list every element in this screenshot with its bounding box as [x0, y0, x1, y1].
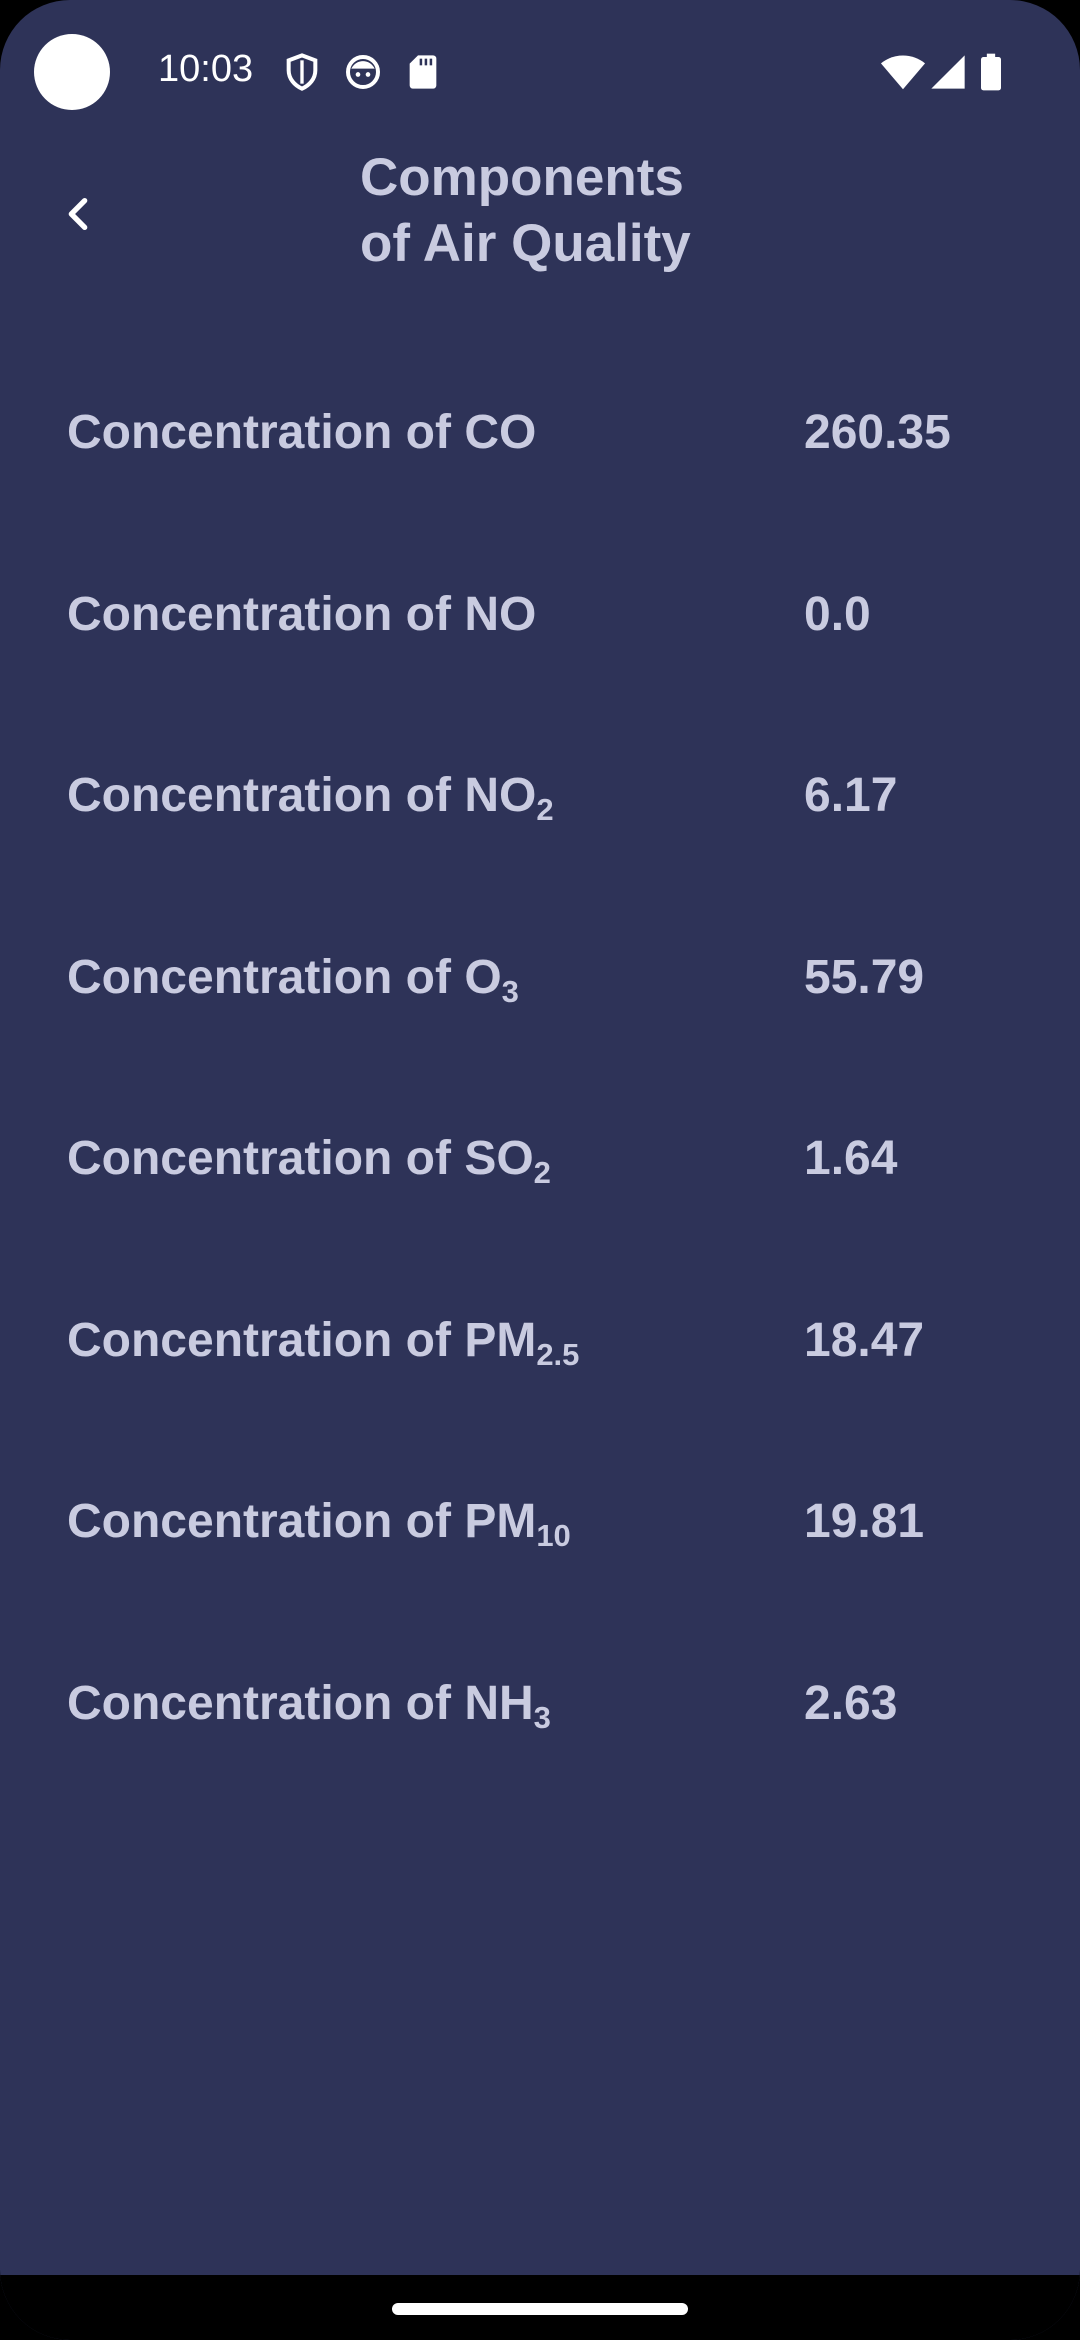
list-item-pm10: Concentration of PM10 19.81 [0, 1434, 1080, 1616]
component-value: 19.81 [804, 1495, 925, 1548]
component-value: 18.47 [804, 1313, 925, 1367]
component-value: 2.63 [804, 1676, 898, 1730]
list-item-no2: Concentration of NO2 6.17 [0, 708, 1080, 890]
home-gesture-handle[interactable] [392, 2303, 688, 2315]
list-item-pm2-5: Concentration of PM2.5 18.47 [0, 1253, 1080, 1435]
component-label: Concentration of NH3 [67, 1676, 551, 1735]
signal-icon [928, 52, 968, 92]
component-label: Concentration of PM10 [67, 1495, 571, 1553]
list-item-nh3: Concentration of NH3 2.63 [0, 1616, 1080, 1798]
status-bar: 10:03 [0, 0, 1080, 140]
list-item-o3: Concentration of O3 55.79 [0, 890, 1080, 1072]
component-label: Concentration of NO2 [67, 769, 554, 827]
component-value: 0.0 [804, 587, 871, 641]
camera-cutout [34, 34, 110, 110]
back-button[interactable] [44, 180, 112, 248]
sd-card-icon [403, 52, 443, 92]
page-title: Components of Air Quality [360, 145, 780, 277]
component-label: Concentration of SO2 [67, 1132, 551, 1190]
component-label: Concentration of CO [67, 406, 537, 459]
component-label: Concentration of PM2.5 [67, 1313, 580, 1372]
battery-icon [976, 52, 1006, 92]
component-value: 55.79 [804, 950, 925, 1004]
component-value: 1.64 [804, 1132, 898, 1185]
component-value: 260.35 [804, 406, 951, 459]
page-title-line-1: Components [360, 148, 684, 207]
list-item-so2: Concentration of SO2 1.64 [0, 1071, 1080, 1253]
page-title-line-2: of Air Quality [360, 214, 691, 273]
component-label: Concentration of NO [67, 587, 537, 641]
chevron-left-icon [68, 198, 88, 230]
component-label: Concentration of O3 [67, 950, 519, 1009]
components-list: Concentration of CO 260.35 Concentration… [0, 345, 1080, 1797]
face-icon [343, 52, 383, 92]
status-time: 10:03 [158, 48, 254, 90]
list-item-co: Concentration of CO 260.35 [0, 345, 1080, 527]
list-item-no: Concentration of NO 0.0 [0, 527, 1080, 709]
shield-icon [282, 52, 322, 92]
wifi-icon [880, 52, 926, 92]
component-value: 6.17 [804, 769, 898, 822]
